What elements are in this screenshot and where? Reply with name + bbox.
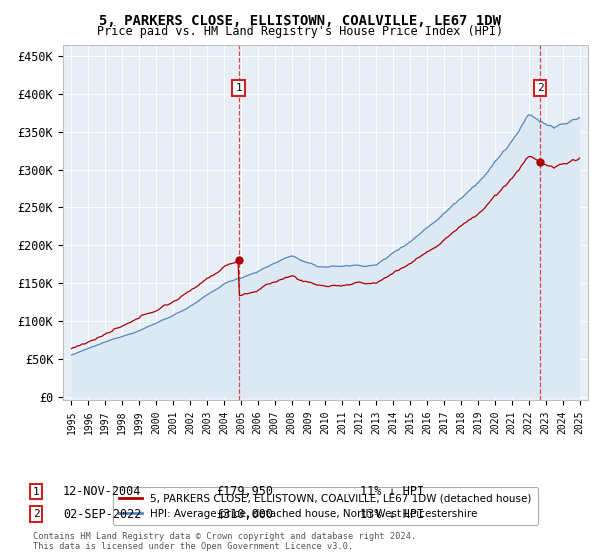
Text: 11% ↓ HPI: 11% ↓ HPI [360, 485, 424, 498]
Text: 02-SEP-2022: 02-SEP-2022 [63, 507, 142, 521]
Text: 1: 1 [32, 487, 40, 497]
Text: Price paid vs. HM Land Registry's House Price Index (HPI): Price paid vs. HM Land Registry's House … [97, 25, 503, 38]
Text: 1: 1 [235, 83, 242, 93]
Text: £179,950: £179,950 [216, 485, 273, 498]
Text: £310,000: £310,000 [216, 507, 273, 521]
Text: 12-NOV-2004: 12-NOV-2004 [63, 485, 142, 498]
Legend: 5, PARKERS CLOSE, ELLISTOWN, COALVILLE, LE67 1DW (detached house), HPI: Average : 5, PARKERS CLOSE, ELLISTOWN, COALVILLE, … [113, 487, 538, 525]
Text: 5, PARKERS CLOSE, ELLISTOWN, COALVILLE, LE67 1DW: 5, PARKERS CLOSE, ELLISTOWN, COALVILLE, … [99, 14, 501, 28]
Text: This data is licensed under the Open Government Licence v3.0.: This data is licensed under the Open Gov… [33, 542, 353, 551]
Text: Contains HM Land Registry data © Crown copyright and database right 2024.: Contains HM Land Registry data © Crown c… [33, 532, 416, 541]
Text: 2: 2 [536, 83, 544, 93]
Text: 2: 2 [32, 509, 40, 519]
Text: 13% ↓ HPI: 13% ↓ HPI [360, 507, 424, 521]
